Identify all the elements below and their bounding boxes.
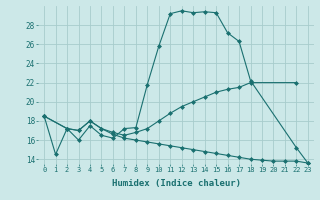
X-axis label: Humidex (Indice chaleur): Humidex (Indice chaleur) (111, 179, 241, 188)
